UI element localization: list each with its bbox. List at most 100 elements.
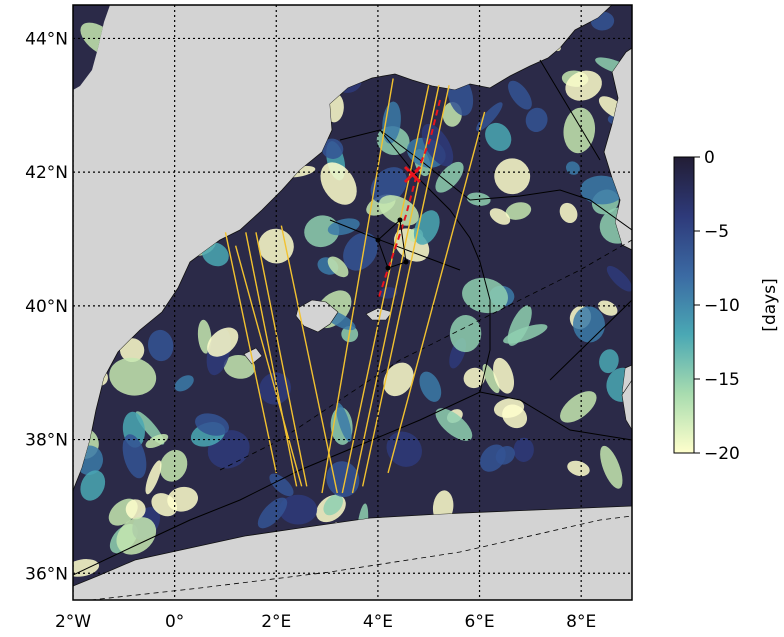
island-sardinia — [621, 379, 632, 431]
island-menorca — [365, 307, 393, 321]
anomaly-patch — [109, 357, 157, 396]
anomaly-patch — [507, 305, 532, 346]
anomaly-patch — [463, 367, 486, 389]
lon-tick-label: 4°E — [363, 612, 393, 632]
longitude-tick-labels: 2°W 0° 2°E 4°E 6°E 8°E — [55, 612, 596, 632]
anomaly-patch — [560, 391, 597, 423]
colorbar-tick-label: −20 — [704, 444, 740, 464]
anomaly-patch — [370, 167, 407, 204]
anomaly-patch — [223, 354, 256, 379]
anomaly-patch — [493, 357, 515, 394]
satellite-track-line — [245, 232, 298, 487]
colorbar: 0 −5 −10 −15 −20 [days] — [673, 148, 780, 464]
anomaly-patch — [116, 517, 157, 555]
anomaly-patch — [600, 445, 623, 489]
lon-tick-label: 2°E — [261, 612, 291, 632]
lon-tick-label: 8°E — [566, 612, 596, 632]
island-mallorca — [295, 299, 339, 333]
anomaly-patch — [326, 461, 360, 498]
colorbar-tick-label: −10 — [704, 296, 740, 316]
anomaly-patch — [122, 434, 147, 479]
colorbar-tick-label: 0 — [704, 148, 715, 168]
anomaly-patch — [327, 256, 349, 278]
anomaly-patch — [336, 402, 352, 442]
anomaly-patch — [482, 364, 500, 394]
anomaly-patch — [421, 123, 454, 167]
colorbar-tick-label: −15 — [704, 370, 740, 390]
anomaly-patch — [435, 408, 473, 441]
anomaly-patch — [489, 208, 511, 225]
anomaly-patch — [207, 327, 239, 357]
satellite-track-line — [234, 245, 303, 487]
anomaly-patch — [119, 338, 145, 363]
glider-position-marker — [403, 165, 422, 184]
anomaly-patch — [565, 70, 602, 101]
anomaly-patch — [559, 202, 578, 223]
anomaly-patch — [566, 161, 580, 175]
anomaly-patch — [495, 445, 515, 465]
anomaly-patch — [449, 315, 482, 353]
lat-tick-label: 38°N — [25, 431, 68, 451]
anomaly-patch — [257, 497, 288, 529]
satellite-track-line — [224, 232, 277, 474]
glider-track — [375, 99, 441, 301]
lat-tick-label: 44°N — [25, 29, 68, 49]
anomaly-patch — [597, 300, 618, 316]
region-boundaries — [73, 59, 632, 576]
anomaly-patch — [147, 329, 174, 362]
anomaly-patch — [195, 413, 229, 436]
colorbar-ticks: 0 −5 −10 −15 −20 — [694, 148, 740, 464]
anomaly-patch — [525, 107, 548, 133]
anomaly-patch — [567, 460, 590, 477]
anomaly-patch — [321, 138, 344, 159]
lon-tick-label: 2°W — [55, 612, 91, 632]
map-area — [73, 5, 632, 600]
anomaly-patch — [606, 265, 632, 292]
anomaly-patch — [386, 431, 422, 467]
island-ibiza — [243, 347, 263, 365]
region-boundaries-dashed — [87, 239, 632, 600]
anomaly-patch — [599, 349, 619, 374]
latitude-tick-labels: 36°N 38°N 40°N 42°N 44°N — [25, 29, 68, 584]
lat-tick-label: 40°N — [25, 297, 68, 317]
anomaly-patch — [320, 162, 357, 205]
anomaly-patch — [151, 493, 178, 517]
graticule — [73, 5, 632, 600]
anomaly-patch — [383, 362, 414, 397]
anomaly-patch — [304, 215, 340, 248]
anomaly-patch — [419, 371, 442, 402]
lon-tick-label: 0° — [165, 612, 184, 632]
anomaly-patch — [580, 175, 624, 205]
anomaly-patch — [476, 102, 503, 132]
anomaly-patch — [343, 232, 378, 271]
lat-tick-label: 36°N — [25, 564, 68, 584]
anomaly-patch — [462, 277, 508, 314]
satellite-track-line — [321, 78, 394, 494]
anomaly-patch — [505, 202, 532, 220]
satellite-tracks — [224, 78, 486, 494]
satellite-track-line — [280, 225, 338, 494]
map-frame — [72, 4, 633, 601]
anomaly-patch — [279, 494, 318, 525]
anomaly-patch — [435, 161, 464, 193]
anomaly-patch — [378, 195, 419, 226]
satellite-track-line — [341, 85, 430, 494]
anomaly-patch — [493, 398, 525, 418]
lat-tick-label: 42°N — [25, 163, 68, 183]
anomaly-patch — [513, 437, 534, 462]
satellite-track-line — [255, 232, 308, 487]
anomaly-patch — [508, 80, 532, 110]
anomaly-patch — [485, 122, 512, 152]
anomaly-patch — [174, 375, 194, 392]
satellite-track-line — [361, 85, 450, 487]
colorbar-bar — [673, 156, 695, 454]
anomaly-patch — [145, 460, 162, 495]
anomaly-patch — [145, 433, 169, 449]
anomaly-patch — [323, 494, 344, 516]
anomaly-patch — [563, 107, 596, 154]
anomaly-patch — [494, 158, 531, 195]
anomaly-patch — [125, 499, 146, 520]
anomaly-patch — [269, 473, 294, 497]
lon-tick-label: 6°E — [465, 612, 495, 632]
